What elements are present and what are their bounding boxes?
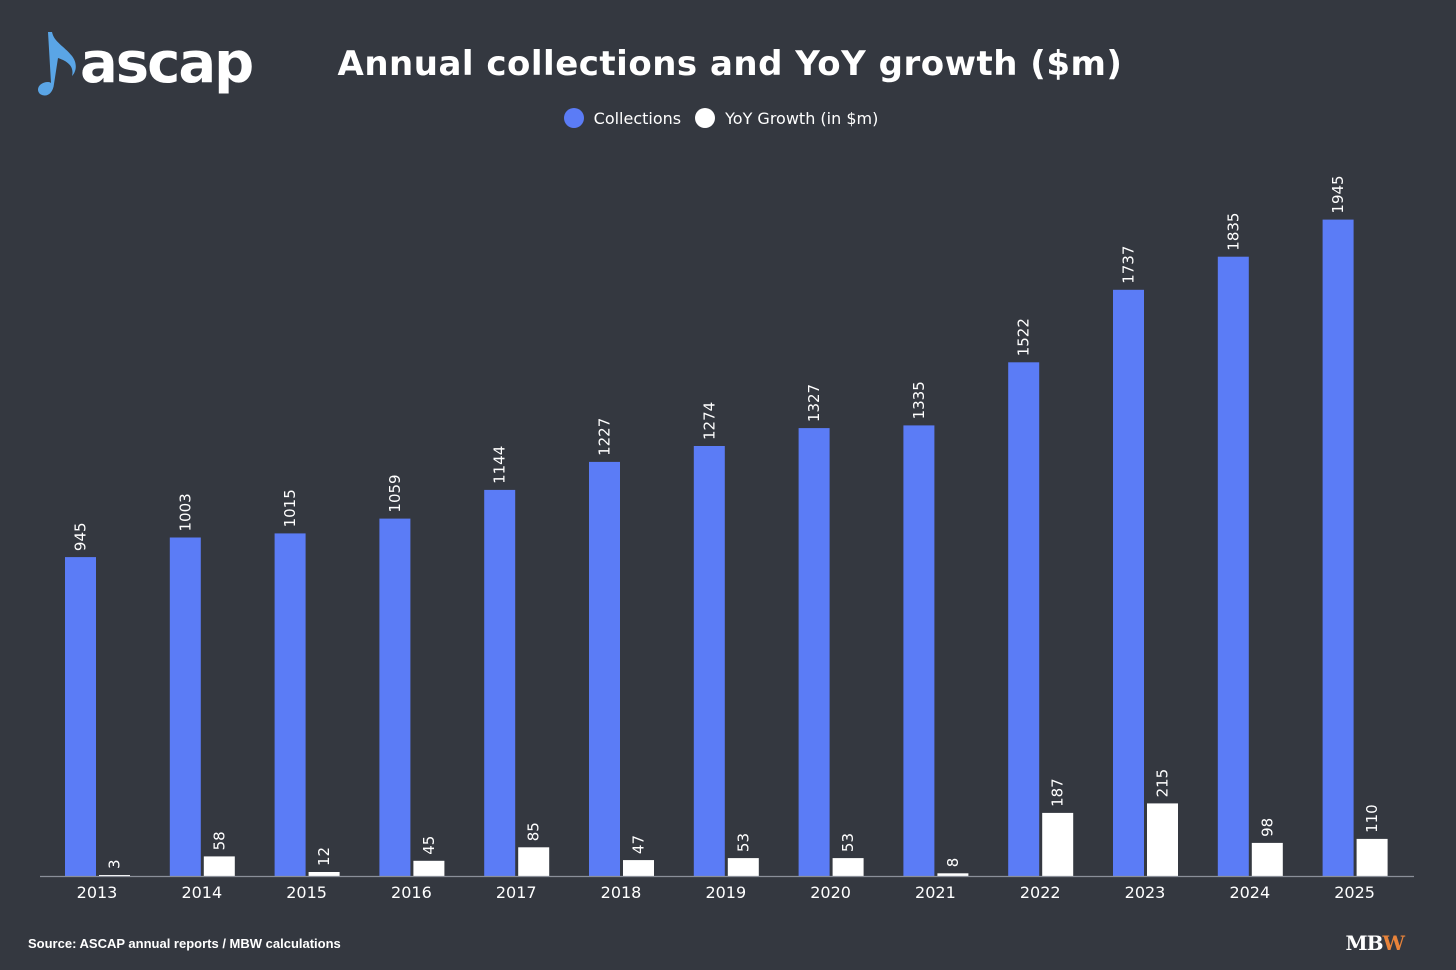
collections-bar-2019[interactable] xyxy=(693,446,725,876)
growth-label-2015: 12 xyxy=(315,847,333,866)
chart-legend: Collections YoY Growth (in $m) xyxy=(0,108,1442,128)
collections-label-2013: 945 xyxy=(72,522,90,551)
growth-label-2020: 53 xyxy=(839,833,857,852)
x-tick-label-2022: 2022 xyxy=(1020,883,1061,902)
collections-label-2015: 1015 xyxy=(281,489,299,527)
collections-label-2024: 1835 xyxy=(1224,213,1242,251)
collections-label-2014: 1003 xyxy=(176,493,194,531)
collections-label-2025: 1945 xyxy=(1329,175,1347,213)
collections-bar-2020[interactable] xyxy=(798,428,830,876)
legend-label-growth: YoY Growth (in $m) xyxy=(725,108,879,128)
growth-bar-2025[interactable] xyxy=(1356,838,1388,876)
growth-label-2016: 45 xyxy=(420,836,438,855)
legend-swatch-growth xyxy=(695,108,716,128)
collections-label-2020: 1327 xyxy=(805,384,823,422)
publisher-mark-a: MB xyxy=(1345,931,1383,955)
growth-label-2017: 85 xyxy=(525,822,543,841)
growth-bar-2022[interactable] xyxy=(1042,812,1074,876)
growth-label-2022: 187 xyxy=(1049,778,1067,807)
bars-layer xyxy=(65,219,1388,877)
growth-bar-2015[interactable] xyxy=(308,872,340,877)
collections-bar-2017[interactable] xyxy=(484,489,516,876)
growth-bar-2024[interactable] xyxy=(1251,842,1283,876)
x-axis: 2013 2014 2015 2016 2017 2018 2019 2020 2021 2022… xyxy=(40,875,1414,902)
growth-bar-2018[interactable] xyxy=(623,860,654,876)
growth-label-2021: 8 xyxy=(944,858,962,868)
x-tick-label-2024: 2024 xyxy=(1229,883,1270,902)
x-tick-label-2016: 2016 xyxy=(391,883,432,902)
collections-bar-2024[interactable] xyxy=(1217,256,1249,876)
growth-label-2019: 53 xyxy=(734,833,752,852)
legend-label-collections: Collections xyxy=(593,108,682,128)
x-tick-label-2018: 2018 xyxy=(601,883,642,902)
growth-label-2013: 3 xyxy=(106,859,124,869)
collections-label-2017: 1144 xyxy=(491,446,509,484)
publisher-mark-b: W xyxy=(1382,931,1405,955)
growth-label-2014: 58 xyxy=(210,831,228,850)
collections-label-2021: 1335 xyxy=(910,381,928,419)
music-note-icon xyxy=(38,32,76,96)
growth-bar-2021[interactable] xyxy=(937,873,969,876)
growth-bar-2013[interactable] xyxy=(99,875,130,876)
legend-item-collections[interactable]: Collections xyxy=(563,108,682,128)
chart-title: Annual collections and YoY growth ($m) xyxy=(337,44,1123,84)
collections-label-2018: 1227 xyxy=(596,418,614,456)
collections-label-2019: 1274 xyxy=(700,402,718,440)
legend-swatch-collections xyxy=(563,108,584,128)
legend-item-growth[interactable]: YoY Growth (in $m) xyxy=(695,108,878,128)
growth-bar-2017[interactable] xyxy=(518,847,550,876)
growth-label-2018: 47 xyxy=(630,835,648,854)
x-tick-label-2017: 2017 xyxy=(496,883,537,902)
x-tick-label-2020: 2020 xyxy=(810,883,851,902)
growth-bar-2014[interactable] xyxy=(203,856,235,876)
x-tick-label-2025: 2025 xyxy=(1334,883,1375,902)
collections-bar-2022[interactable] xyxy=(1008,362,1040,876)
growth-bar-2023[interactable] xyxy=(1147,803,1178,876)
publisher-logo: MBW xyxy=(1345,931,1405,955)
value-labels-layer: 945 3 1003 58 1015 12 1059 45 1144 85 1227 47 1274 53… xyxy=(72,175,1382,869)
ascap-logo: ascap xyxy=(38,28,254,100)
x-tick-label-2013: 2013 xyxy=(77,883,118,902)
x-tick-label-2021: 2021 xyxy=(915,883,956,902)
growth-label-2025: 110 xyxy=(1363,804,1381,833)
growth-label-2023: 215 xyxy=(1154,769,1172,798)
collections-bar-2016[interactable] xyxy=(379,518,411,876)
growth-bar-2020[interactable] xyxy=(832,858,864,876)
logo-wordmark: ascap xyxy=(80,31,254,96)
collections-label-2016: 1059 xyxy=(386,474,404,512)
collections-bar-2014[interactable] xyxy=(169,537,201,877)
collections-bar-2025[interactable] xyxy=(1322,219,1354,877)
collections-bar-2013[interactable] xyxy=(65,557,96,876)
x-tick-label-2014: 2014 xyxy=(181,883,222,902)
collections-bar-2015[interactable] xyxy=(274,533,306,876)
growth-label-2024: 98 xyxy=(1258,818,1276,837)
source-note: Source: ASCAP annual reports / MBW calcu… xyxy=(28,936,341,951)
growth-bar-2019[interactable] xyxy=(727,858,759,876)
collections-bar-2021[interactable] xyxy=(903,425,935,876)
collections-bar-2023[interactable] xyxy=(1113,289,1144,876)
collections-label-2022: 1522 xyxy=(1015,318,1033,356)
collections-label-2023: 1737 xyxy=(1120,246,1138,284)
x-tick-label-2015: 2015 xyxy=(286,883,327,902)
x-tick-label-2023: 2023 xyxy=(1125,883,1166,902)
collections-bar-2018[interactable] xyxy=(589,461,620,876)
growth-bar-2016[interactable] xyxy=(413,860,445,876)
x-tick-label-2019: 2019 xyxy=(705,883,746,902)
